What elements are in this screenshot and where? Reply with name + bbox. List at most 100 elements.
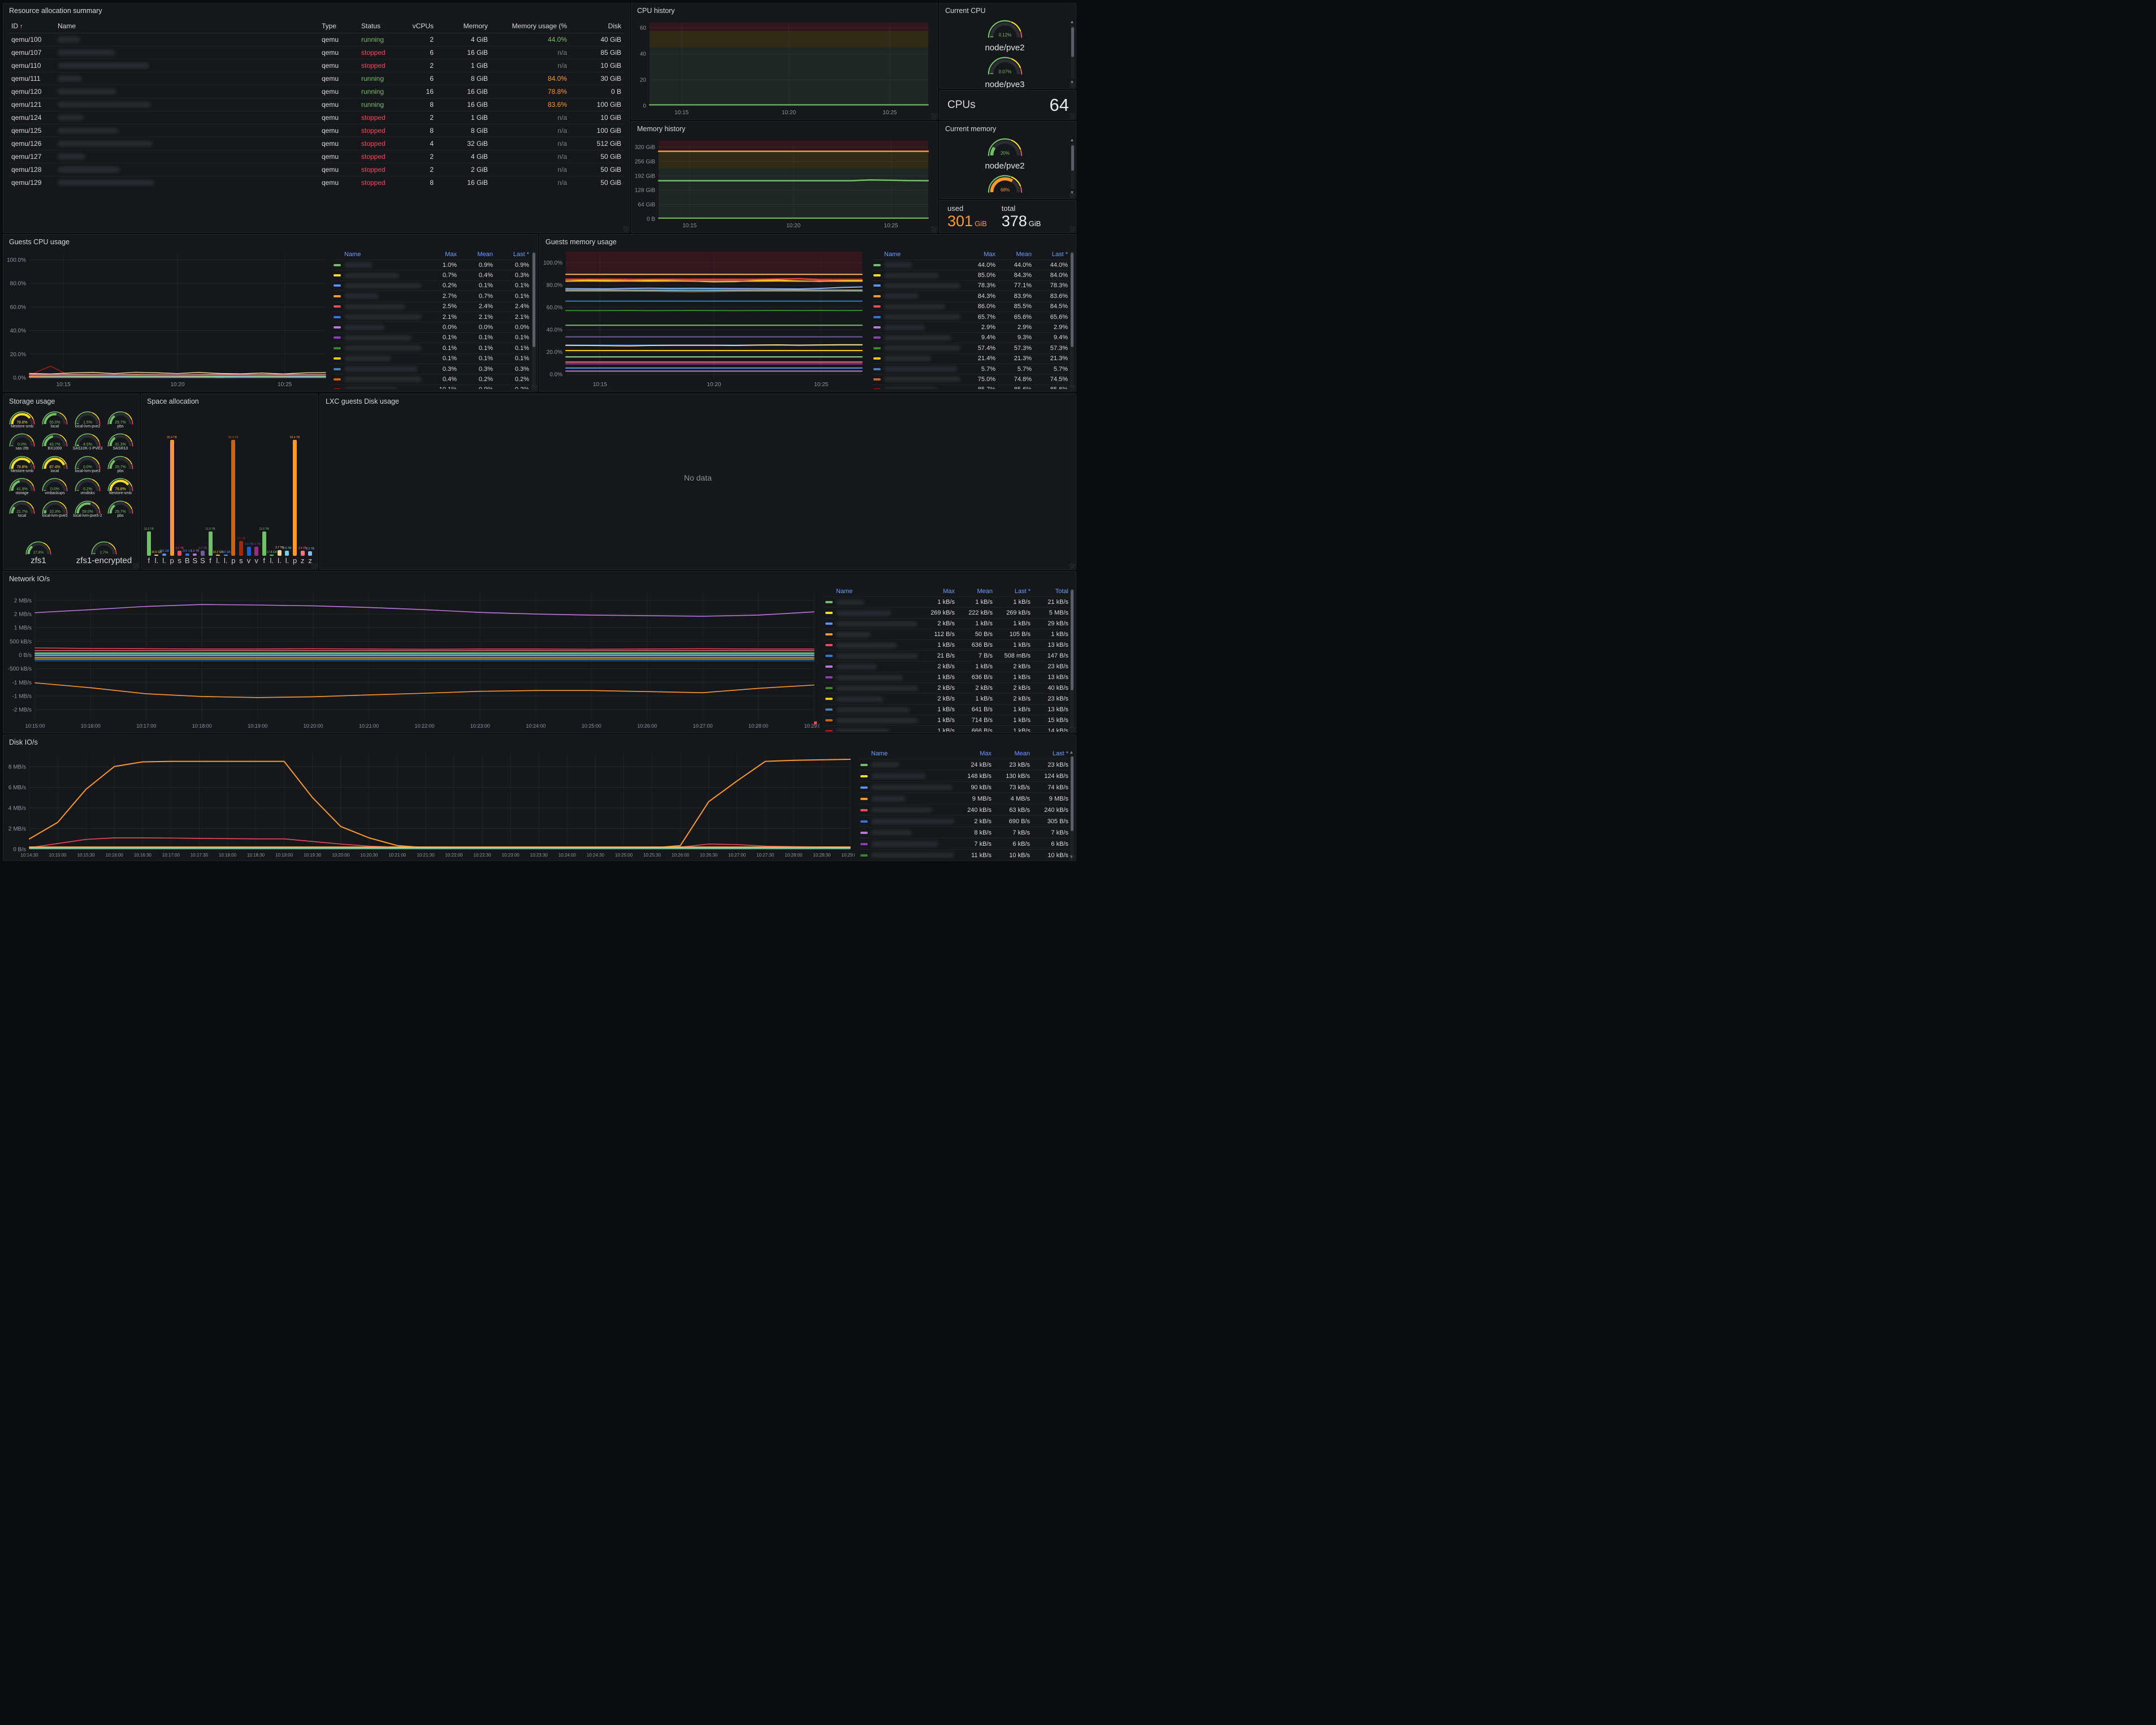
panel-title[interactable]: Disk IO/s xyxy=(9,738,38,746)
space-bar[interactable]: 4.4 TB v xyxy=(252,543,261,566)
cpu-history-chart[interactable]: 0 20 40 60 10:15 10:20 10:25 xyxy=(633,18,934,117)
space-bar[interactable]: 10.2 GB l. xyxy=(213,551,223,566)
legend-col-name[interactable]: Name xyxy=(884,251,901,258)
legend-row[interactable]: 240 kB/s 63 kB/s 240 kB/s xyxy=(859,804,1070,815)
legend-col-max[interactable]: Max xyxy=(445,251,457,258)
legend-row[interactable]: 9.4% 9.3% 9.4% xyxy=(872,332,1069,343)
legend-row[interactable]: 24 kB/s 23 kB/s 23 kB/s xyxy=(859,759,1070,770)
space-bar[interactable]: 2.0 TB z xyxy=(306,548,314,566)
legend-row[interactable]: 7 kB/s 6 kB/s 6 kB/s xyxy=(859,838,1070,849)
space-bar[interactable]: 4.4 TB v xyxy=(245,543,253,566)
legend-row[interactable]: 1 kB/s 714 B/s 1 kB/s 15 kB/s xyxy=(824,715,1070,725)
guests-cpu-chart[interactable]: 0.0% 20.0% 40.0% 60.0% 80.0% 100.0% 10:15 10:20… xyxy=(5,249,330,389)
legend-col-name[interactable]: Name xyxy=(836,588,853,595)
legend-row[interactable]: 21 B/s 7 B/s 508 mB/s 147 B/s xyxy=(824,650,1070,661)
legend-col-last[interactable]: Last * xyxy=(1014,588,1031,595)
legend-row[interactable]: 2 kB/s 1 kB/s 2 kB/s 23 kB/s xyxy=(824,661,1070,672)
legend-row[interactable]: 2 kB/s 1 kB/s 1 kB/s 29 kB/s xyxy=(824,618,1070,629)
legend-row[interactable]: 44.0% 44.0% 44.0% xyxy=(872,260,1069,270)
panel-title[interactable]: Resource allocation summary xyxy=(9,7,102,15)
scroll-up-icon[interactable]: ▲ xyxy=(1069,750,1074,755)
network-io-chart[interactable]: 2 MB/s 2 MB/s 1 MB/s 500 kB/s 0 B/s -500 kB/s… xyxy=(5,586,824,730)
col-header-disk[interactable]: Disk xyxy=(570,19,625,33)
panel-title[interactable]: Current CPU xyxy=(945,7,986,15)
space-bar[interactable]: 898 GB B xyxy=(183,550,192,566)
panel-title[interactable]: Current memory xyxy=(945,125,997,133)
legend-row[interactable]: 0.3% 0.3% 0.3% xyxy=(332,363,530,374)
space-bar[interactable]: 103 GB l. xyxy=(221,551,231,566)
legend-col-total[interactable]: Total xyxy=(1055,588,1068,595)
legend-row[interactable]: 9 MB/s 4 MB/s 9 MB/s xyxy=(859,793,1070,804)
legend-row[interactable]: 2.7% 0.7% 0.1% xyxy=(332,291,530,301)
legend-col-last[interactable]: Last * xyxy=(513,251,529,258)
legend-row[interactable]: 57.4% 57.3% 57.3% xyxy=(872,343,1069,353)
legend-row[interactable]: 148 kB/s 130 kB/s 124 kB/s xyxy=(859,770,1070,781)
space-bar[interactable]: 756 GB l. xyxy=(159,550,169,566)
guests-memory-chart[interactable]: 0.0% 20.0% 40.0% 60.0% 80.0% 100.0% 10:15 10:20… xyxy=(541,249,867,389)
legend-row[interactable]: 0.0% 0.0% 0.0% xyxy=(332,322,530,332)
col-header-type[interactable]: Type xyxy=(318,19,358,33)
disk-io-chart[interactable]: 0 B/s 2 MB/s 4 MB/s 6 MB/s 8 MB/s 10:14:30 10:… xyxy=(5,749,859,859)
legend-col-last[interactable]: Last * xyxy=(1052,750,1068,757)
legend-row[interactable]: 2 kB/s 690 B/s 305 B/s xyxy=(859,815,1070,827)
legend-row[interactable]: 1 kB/s 666 B/s 1 kB/s 14 kB/s xyxy=(824,725,1070,732)
legend-row[interactable]: 90 kB/s 73 kB/s 74 kB/s xyxy=(859,781,1070,793)
panel-title[interactable]: Guests memory usage xyxy=(546,238,617,246)
space-bar[interactable]: 2.4 TB z xyxy=(298,547,307,566)
legend-row[interactable]: 1 kB/s 636 B/s 1 kB/s 13 kB/s xyxy=(824,639,1070,650)
scroll-up-icon[interactable]: ▲ xyxy=(1070,137,1075,142)
scroll-down-icon[interactable]: ▼ xyxy=(1070,80,1075,85)
space-bar[interactable]: 11.6 TB f xyxy=(259,528,269,566)
legend-row[interactable]: 84.3% 83.9% 83.6% xyxy=(872,291,1069,301)
legend-row[interactable]: 85.0% 84.3% 84.0% xyxy=(872,270,1069,280)
legend-col-name[interactable]: Name xyxy=(344,251,361,258)
legend-col-name[interactable]: Name xyxy=(871,750,888,757)
legend-row[interactable]: 78.3% 77.1% 78.3% xyxy=(872,280,1069,291)
col-header-id[interactable]: ID ↑ xyxy=(8,19,54,33)
col-header-memory[interactable]: Memory xyxy=(437,19,491,33)
legend-row[interactable]: 0.1% 0.1% 0.1% xyxy=(332,353,530,364)
memory-history-chart[interactable]: 0 B 64 GiB 128 GiB 192 GiB 256 GiB 320 GiB 10:… xyxy=(633,136,934,230)
space-bar[interactable]: 55.4 TB p xyxy=(228,436,238,566)
legend-row[interactable]: 0.1% 0.1% 0.1% xyxy=(332,343,530,353)
space-bar[interactable]: 11.6 TB f xyxy=(206,528,215,566)
legend-row[interactable]: 75.0% 74.8% 74.5% xyxy=(872,374,1069,384)
legend-row[interactable]: 269 kB/s 222 kB/s 269 kB/s 5 MB/s xyxy=(824,607,1070,618)
space-bar[interactable]: 17.8 GB l. xyxy=(267,551,277,566)
legend-row[interactable]: 0.4% 0.2% 0.2% xyxy=(332,374,530,384)
legend-row[interactable]: 1 kB/s 641 B/s 1 kB/s 13 kB/s xyxy=(824,704,1070,715)
legend-col-max[interactable]: Max xyxy=(980,750,992,757)
panel-title[interactable]: CPU history xyxy=(637,7,675,15)
legend-row[interactable]: 0.7% 0.4% 0.3% xyxy=(332,270,530,280)
space-bar[interactable]: 2.2 TB S xyxy=(198,547,207,566)
col-header-name[interactable]: Name xyxy=(54,19,318,33)
legend-row[interactable]: 5.7% 5.7% 5.7% xyxy=(872,363,1069,374)
scroll-down-icon[interactable]: ▼ xyxy=(1069,854,1074,859)
scrollbar[interactable] xyxy=(532,252,536,387)
space-bar[interactable]: 55.4 TB p xyxy=(167,436,176,566)
legend-row[interactable]: 86.0% 85.5% 84.5% xyxy=(872,301,1069,312)
space-bar[interactable]: 1.0 TB S xyxy=(191,550,200,567)
panel-title[interactable]: LXC guests Disk usage xyxy=(326,397,399,405)
scrollbar[interactable] xyxy=(1071,143,1075,189)
legend-row[interactable]: 2.9% 2.9% 2.9% xyxy=(872,322,1069,332)
space-bar[interactable]: 2.7 TB l. xyxy=(275,546,284,566)
scrollbar[interactable] xyxy=(1070,589,1074,728)
legend-col-mean[interactable]: Mean xyxy=(477,251,493,258)
col-header-memory-usage---[interactable]: Memory usage (% xyxy=(491,19,570,33)
legend-row[interactable]: 112 B/s 50 B/s 105 B/s 1 kB/s xyxy=(824,629,1070,639)
scrollbar[interactable] xyxy=(1070,252,1074,387)
legend-col-mean[interactable]: Mean xyxy=(977,588,993,595)
panel-title[interactable]: Guests CPU usage xyxy=(9,238,70,246)
legend-row[interactable]: 1 kB/s 636 B/s 1 kB/s 13 kB/s xyxy=(824,672,1070,682)
legend-col-last[interactable]: Last * xyxy=(1051,251,1068,258)
scrollbar[interactable] xyxy=(1071,25,1075,79)
scrollbar[interactable] xyxy=(1070,755,1074,855)
legend-row[interactable]: 2.5% 2.4% 2.4% xyxy=(332,301,530,312)
legend-row[interactable]: 0.1% 0.1% 0.1% xyxy=(332,332,530,343)
space-allocation-bars[interactable]: 11.6 TB f 10.6 GB l. 756 GB l. 55.4 TB p 2.2 TB s… xyxy=(144,412,314,567)
space-bar[interactable]: 55.4 TB p xyxy=(290,436,300,566)
legend-row[interactable]: 85.7%85.6%85.6% xyxy=(872,384,1069,389)
legend-col-max[interactable]: Max xyxy=(984,251,995,258)
space-bar[interactable]: 7.0 TB s xyxy=(237,538,245,566)
